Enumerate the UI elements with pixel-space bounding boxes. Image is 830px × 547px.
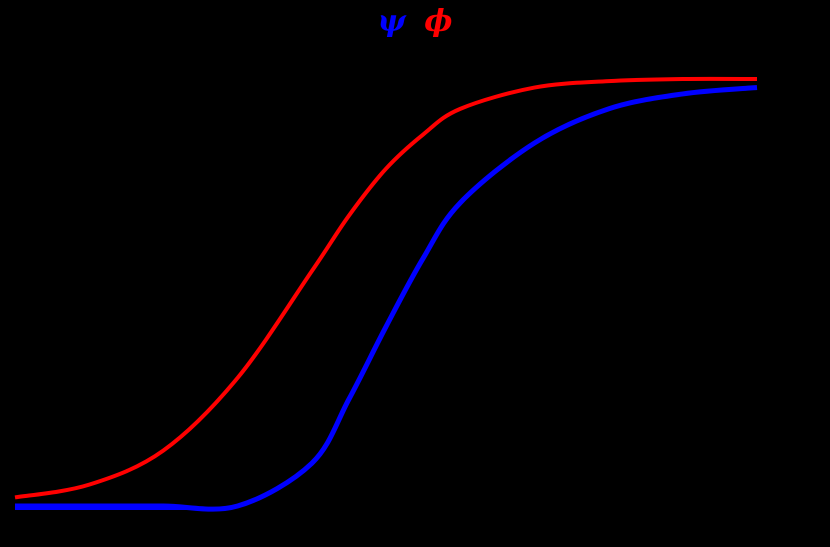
chart-title: ψ ϕ [0,2,830,42]
phi-curve [14,76,758,500]
psi-curve [15,85,758,512]
phi-label: ϕ [424,4,453,39]
psi-label: ψ [377,4,406,39]
